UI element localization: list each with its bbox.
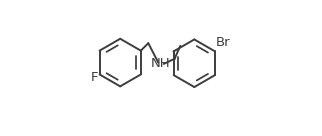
Text: NH: NH — [151, 57, 171, 70]
Text: F: F — [90, 71, 98, 84]
Text: Br: Br — [216, 36, 231, 49]
